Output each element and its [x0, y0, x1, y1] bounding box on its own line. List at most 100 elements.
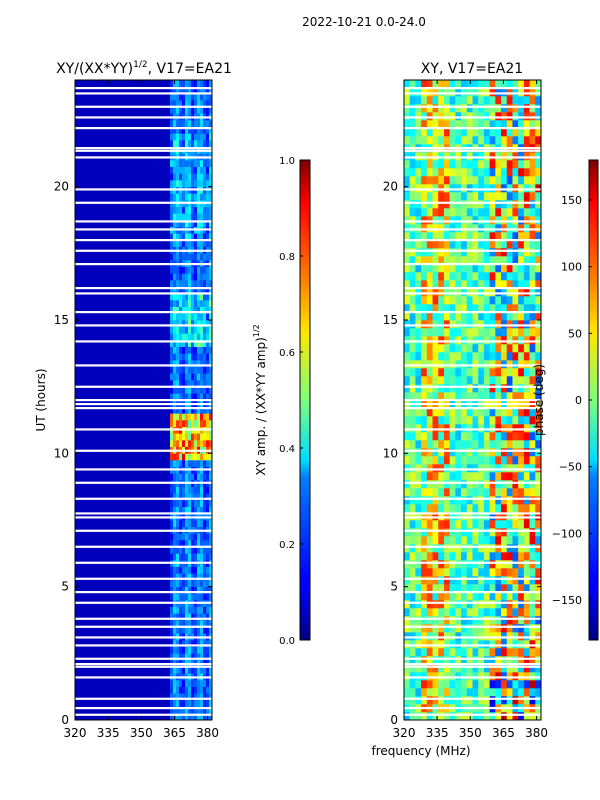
right-heat-cell: [478, 112, 485, 121]
right-heat-cell: [438, 96, 445, 105]
right-heat-cell: [523, 176, 530, 185]
right-heat-cell: [438, 408, 445, 417]
left-heat-cell: [179, 166, 183, 174]
left-heat-cell: [200, 100, 204, 107]
right-heat-cell: [472, 360, 479, 369]
right-heat-cell: [432, 672, 439, 681]
left-heat-cell: [194, 106, 198, 114]
right-heat-cell: [426, 672, 433, 681]
right-heat-cell: [489, 296, 496, 305]
right-heat-cell: [478, 656, 485, 665]
right-heat-cell: [421, 536, 428, 545]
left-heat-cell: [194, 346, 198, 354]
right-heat-cell: [421, 416, 428, 425]
left-heat-cell: [197, 693, 201, 701]
left-heat-cell: [182, 386, 186, 394]
right-heat-cell: [512, 504, 519, 513]
right-heat-cell: [432, 464, 439, 473]
right-heat-cell: [523, 312, 530, 321]
flagged-row: [75, 263, 212, 266]
right-heat-cell: [495, 576, 502, 585]
left-heat-cell: [203, 640, 207, 647]
right-heat-cell: [466, 448, 473, 457]
right-heat-cell: [415, 504, 422, 513]
left-heat-cell: [188, 713, 192, 720]
right-heat-cell: [466, 584, 473, 593]
left-heat-cell: [188, 360, 192, 367]
right-heat-cell: [438, 480, 445, 489]
left-heat-cell: [182, 626, 186, 634]
right-heat-cell: [478, 264, 485, 273]
right-heat-cell: [535, 376, 541, 385]
right-heat-cell: [432, 176, 439, 185]
left-heat-cell: [170, 286, 174, 294]
left-heat-cell: [191, 233, 195, 241]
right-heat-cell: [495, 584, 502, 593]
right-heat-cell: [409, 632, 416, 641]
left-heat-cell: [182, 280, 186, 287]
right-heat-cell: [409, 624, 416, 633]
right-heat-cell: [466, 304, 473, 313]
left-heat-cell: [206, 340, 210, 347]
right-heat-cell: [432, 272, 439, 281]
right-heat-cell: [426, 272, 433, 281]
right-heat-cell: [426, 592, 433, 601]
right-heat-cell: [506, 424, 513, 433]
right-heat-cell: [443, 688, 450, 697]
left-heat-cell: [203, 213, 207, 221]
right-heat-cell: [443, 192, 450, 201]
left-heat-cell: [191, 193, 195, 201]
left-heat-cell: [191, 473, 195, 481]
right-heat-cell: [472, 120, 479, 129]
right-heat-cell: [426, 176, 433, 185]
left-heat-cell: [209, 106, 212, 114]
right-heat-cell: [461, 512, 468, 521]
left-heat-cell: [185, 360, 189, 367]
left-heat-cell: [206, 546, 210, 554]
left-heat-cell: [209, 566, 212, 574]
right-heat-cell: [523, 568, 530, 577]
right-heat-cell: [472, 192, 479, 201]
left-heat-cell: [209, 166, 212, 174]
left-heat-cell: [194, 453, 198, 461]
left-heat-cell: [173, 653, 177, 661]
left-heat-cell: [197, 680, 201, 687]
right-heat-cell: [512, 272, 519, 281]
right-heat-cell: [415, 104, 422, 113]
left-heat-cell: [176, 160, 180, 167]
left-heat-cell: [176, 566, 180, 574]
right-heat-cell: [501, 208, 508, 217]
left-heat-cell: [191, 206, 195, 214]
right-heat-cell: [506, 184, 513, 193]
right-heat-cell: [535, 552, 541, 561]
right-heat-cell: [501, 664, 508, 673]
right-heat-cell: [409, 520, 416, 529]
right-heat-cell: [489, 576, 496, 585]
right-heat-cell: [426, 256, 433, 265]
left-heat-cell: [182, 506, 186, 514]
right-heat-cell: [501, 592, 508, 601]
left-heat-cell: [185, 320, 189, 327]
left-heat-cell: [188, 313, 192, 321]
right-heat-cell: [506, 304, 513, 313]
left-heat-cell: [185, 573, 189, 581]
right-heat-cell: [495, 280, 502, 289]
right-heat-cell: [512, 576, 519, 585]
right-heat-cell: [449, 440, 456, 449]
left-heat-cell: [173, 213, 177, 221]
left-heat-cell: [203, 420, 207, 427]
right-heat-cell: [426, 216, 433, 225]
left-heat-cell: [173, 240, 177, 247]
left-heat-cell: [191, 306, 195, 314]
right-heat-cell: [472, 416, 479, 425]
left-heat-cell: [200, 313, 204, 321]
right-heat-cell: [461, 592, 468, 601]
flagged-row: [404, 399, 541, 402]
flagged-row: [75, 92, 212, 95]
flagged-row: [404, 127, 541, 130]
flagged-row: [404, 147, 541, 150]
left-heat-cell: [209, 573, 212, 581]
right-heat-cell: [455, 80, 462, 89]
left-heat-cell: [173, 433, 177, 441]
